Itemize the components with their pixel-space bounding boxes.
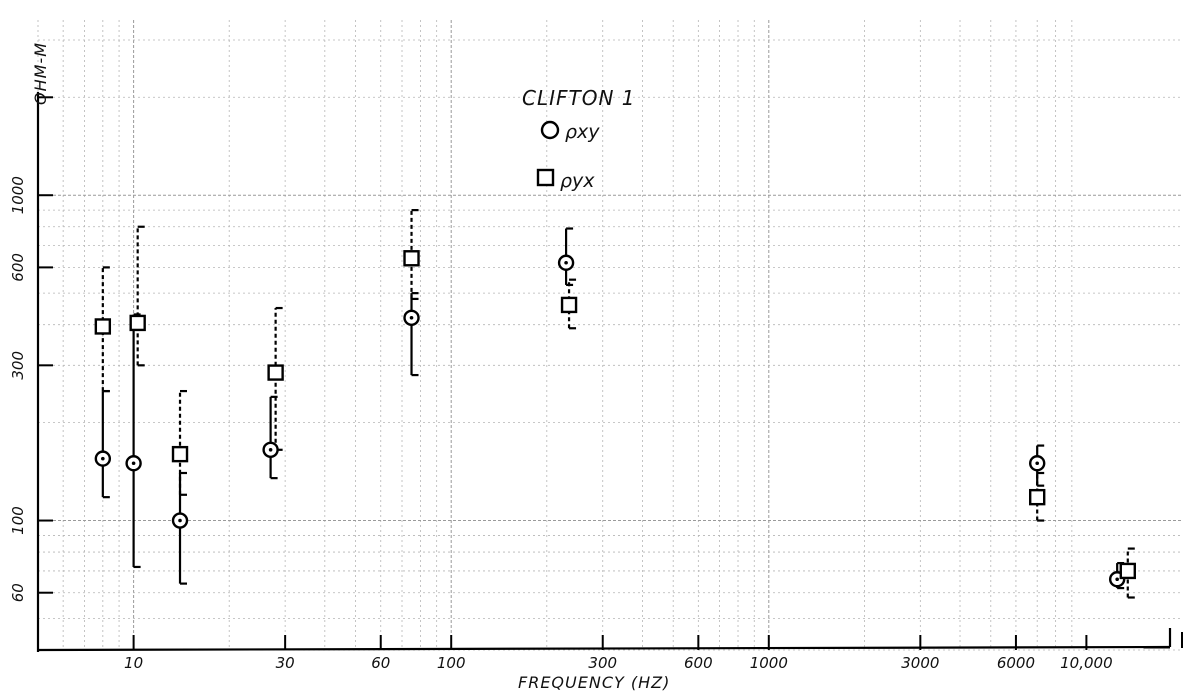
x-tick-label: 6000 <box>997 654 1035 672</box>
x-tick-label: 30 <box>276 654 295 672</box>
circle-marker-dot <box>409 315 414 320</box>
y-tick-label: 300 <box>9 351 27 380</box>
legend-label-rxy: ρxy <box>565 121 600 143</box>
y-tick-label: 600 <box>9 253 27 282</box>
square-marker <box>403 250 420 267</box>
square-marker <box>129 314 146 332</box>
circle-marker-dot <box>564 260 568 265</box>
circle-marker-dot <box>178 518 182 523</box>
y-tick-label: 100 <box>9 506 27 535</box>
x-tick-label: 10 <box>124 654 143 672</box>
square-marker <box>171 445 189 463</box>
data-markers <box>94 250 1136 588</box>
legend: ρxy ρyx <box>536 120 600 192</box>
circle-marker-dot <box>131 461 136 466</box>
square-marker <box>94 318 112 335</box>
x-tick-label: 1000 <box>750 654 788 672</box>
chart-grid <box>37 20 1182 651</box>
legend-square-marker <box>536 168 555 187</box>
x-tick-label: 600 <box>684 654 713 672</box>
y-tick-label: 1000 <box>9 176 27 214</box>
chart-axes <box>36 92 1172 652</box>
y-tick-label: 60 <box>9 583 27 602</box>
tick-marks <box>38 96 1183 650</box>
x-axis-line <box>37 645 1171 652</box>
y-axis-title: OHM-M <box>31 42 50 105</box>
chart-title: CLIFTON 1 <box>522 86 636 110</box>
y-tick-labels: 60 100 300 600 1000 <box>9 176 27 602</box>
x-tick-label: 3000 <box>901 654 939 672</box>
circle-marker-dot <box>1115 577 1119 582</box>
circle-marker-dot <box>1035 461 1039 466</box>
square-marker <box>267 364 284 381</box>
x-tick-label: 10,000 <box>1060 654 1113 672</box>
error-bars <box>101 209 1135 599</box>
square-marker <box>1028 488 1046 506</box>
x-axis-title: FREQUENCY (HZ) <box>518 673 670 692</box>
x-tick-label: 100 <box>437 654 466 672</box>
x-tick-label: 300 <box>588 654 617 672</box>
circle-marker-dot <box>268 447 273 452</box>
square-marker <box>560 296 578 314</box>
legend-label-ryx: ρyx <box>560 170 595 192</box>
x-tick-label: 60 <box>371 654 390 672</box>
circle-marker-dot <box>101 456 105 461</box>
x-tick-labels: 10 30 60 100 300 600 1000 3000 6000 10,000 <box>124 654 1113 672</box>
square-marker <box>1119 562 1136 580</box>
legend-circle-marker <box>540 120 560 140</box>
